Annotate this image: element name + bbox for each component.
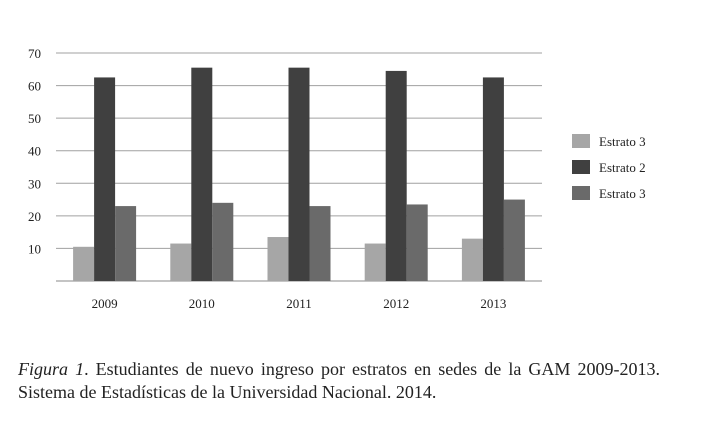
y-tick-label: 70 bbox=[28, 46, 41, 61]
bar-2009-series-3 bbox=[115, 206, 137, 281]
legend-swatch-3 bbox=[572, 186, 590, 200]
bar-2012-series-3 bbox=[406, 204, 428, 281]
x-tick-label: 2013 bbox=[480, 296, 506, 311]
figure-label: Figura 1 bbox=[18, 359, 85, 379]
figure-caption: Figura 1. Estudiantes de nuevo ingreso p… bbox=[18, 358, 660, 404]
bar-2010-series-1 bbox=[170, 243, 192, 281]
bar-2013-series-1 bbox=[461, 238, 483, 281]
bar-chart: 10 20 30 40 50 60 70 2009 2010 2011 2012 2013 Estr… bbox=[28, 46, 646, 311]
legend-swatch-1 bbox=[572, 134, 590, 148]
y-tick-label: 30 bbox=[28, 176, 41, 191]
bar-2011-series-3 bbox=[309, 206, 331, 281]
bar-2010-series-3 bbox=[212, 202, 234, 281]
legend-label: Estrato 3 bbox=[599, 134, 646, 149]
legend: Estrato 3 Estrato 2 Estrato 3 bbox=[572, 134, 646, 201]
legend-label: Estrato 2 bbox=[599, 160, 646, 175]
x-tick-label: 2010 bbox=[189, 296, 215, 311]
bar-2009-series-1 bbox=[73, 246, 95, 281]
x-tick-label: 2012 bbox=[383, 296, 409, 311]
x-tick-label: 2011 bbox=[286, 296, 312, 311]
bars bbox=[73, 67, 525, 282]
bar-2013-series-2 bbox=[482, 77, 504, 281]
y-axis-ticks: 10 20 30 40 50 60 70 bbox=[28, 46, 41, 256]
y-tick-label: 50 bbox=[28, 111, 41, 126]
legend-swatch-2 bbox=[572, 160, 590, 174]
bar-2009-series-2 bbox=[94, 77, 116, 281]
caption-text: . Estudiantes de nuevo ingreso por estra… bbox=[18, 359, 660, 402]
bar-2011-series-1 bbox=[267, 237, 289, 281]
x-tick-label: 2009 bbox=[92, 296, 118, 311]
bar-2012-series-1 bbox=[364, 243, 386, 281]
bar-2013-series-3 bbox=[503, 199, 525, 281]
y-tick-label: 20 bbox=[28, 209, 41, 224]
y-tick-label: 40 bbox=[28, 144, 41, 159]
bar-2011-series-2 bbox=[288, 67, 310, 282]
bar-2010-series-2 bbox=[191, 67, 213, 282]
bar-2012-series-2 bbox=[385, 70, 407, 282]
legend-label: Estrato 3 bbox=[599, 186, 646, 201]
y-tick-label: 60 bbox=[28, 79, 41, 94]
y-tick-label: 10 bbox=[28, 241, 41, 256]
x-axis-ticks: 2009 2010 2011 2012 2013 bbox=[92, 296, 507, 311]
